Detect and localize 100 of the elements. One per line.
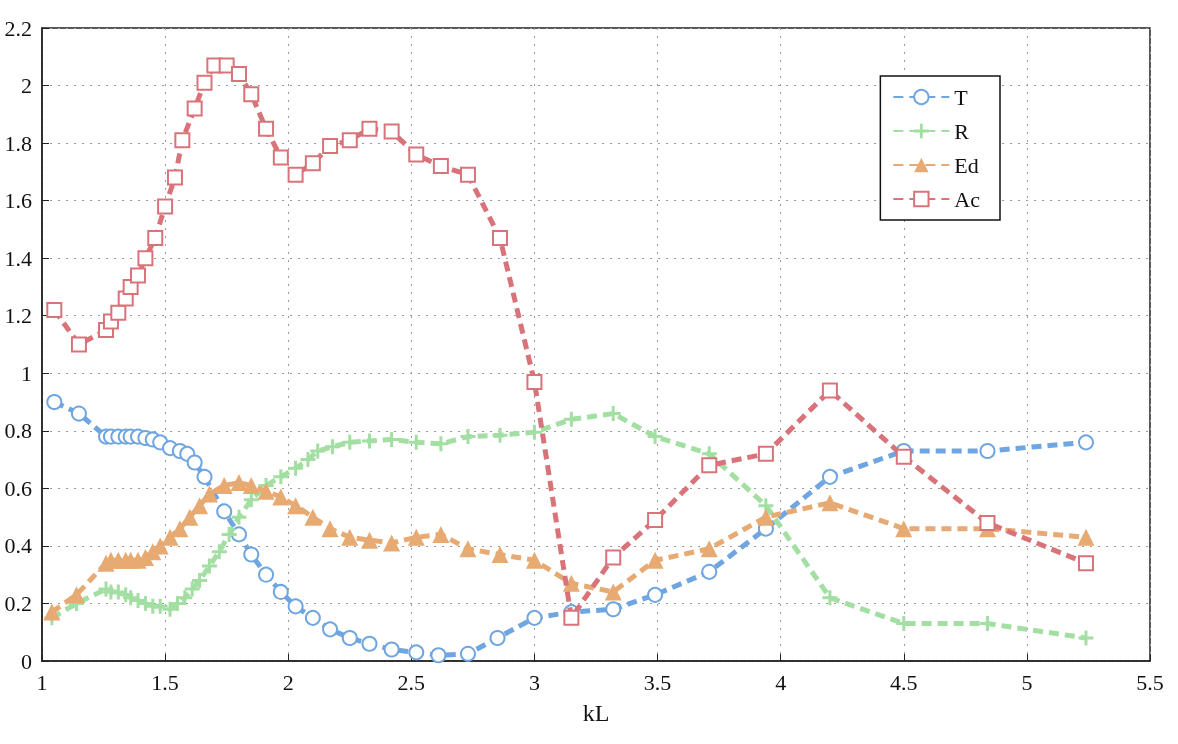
- point: [43, 603, 61, 621]
- point: [822, 590, 838, 606]
- point: [1077, 555, 1094, 572]
- point: [432, 525, 450, 543]
- y-tick-label: 1.2: [4, 303, 32, 329]
- point: [341, 629, 358, 646]
- point: [67, 586, 85, 604]
- legend-label: Ed: [954, 152, 979, 178]
- point: [341, 132, 358, 149]
- point: [701, 457, 718, 474]
- point: [147, 230, 164, 247]
- point: [647, 512, 664, 529]
- x-axis-title: kL: [582, 700, 610, 726]
- point: [408, 146, 425, 163]
- point: [174, 132, 191, 149]
- point: [137, 250, 154, 267]
- x-tick-label: 5.5: [1136, 669, 1164, 695]
- point: [304, 155, 321, 172]
- x-tick-label: 3.5: [643, 669, 672, 695]
- point: [341, 528, 359, 546]
- point: [258, 120, 275, 137]
- point: [130, 267, 147, 284]
- y-tick-label: 1.6: [4, 188, 32, 214]
- point: [605, 601, 622, 618]
- point: [211, 544, 227, 560]
- point: [161, 528, 179, 546]
- point: [272, 488, 290, 506]
- point: [201, 558, 217, 574]
- point: [459, 540, 477, 558]
- point: [184, 581, 200, 597]
- legend-label: Ac: [954, 186, 981, 212]
- point: [979, 442, 996, 459]
- point: [304, 508, 322, 526]
- point: [196, 468, 213, 485]
- point: [230, 66, 247, 83]
- y-tick-label: 0.6: [4, 475, 32, 501]
- point: [430, 647, 447, 664]
- point: [432, 158, 449, 175]
- point: [46, 301, 63, 318]
- point: [700, 540, 718, 558]
- point: [192, 572, 208, 588]
- point: [181, 508, 199, 526]
- point: [646, 551, 664, 569]
- point: [563, 411, 579, 427]
- point: [526, 424, 542, 440]
- point: [230, 474, 248, 492]
- point: [322, 137, 339, 154]
- point: [361, 120, 378, 137]
- point: [489, 629, 506, 646]
- legend-label: R: [954, 118, 970, 144]
- point: [287, 497, 305, 515]
- point: [304, 609, 321, 626]
- point: [525, 551, 543, 569]
- point: [605, 549, 622, 566]
- point: [221, 526, 237, 542]
- point: [46, 394, 63, 411]
- point: [166, 169, 183, 186]
- point: [408, 644, 425, 661]
- point: [563, 609, 580, 626]
- legend-label: T: [954, 84, 969, 110]
- point: [123, 590, 139, 606]
- point: [360, 531, 378, 549]
- point: [215, 476, 233, 494]
- point: [757, 445, 774, 462]
- point: [459, 166, 476, 183]
- y-tick-label: 0.8: [4, 418, 32, 444]
- point: [383, 123, 400, 140]
- point: [459, 645, 476, 662]
- point: [243, 86, 260, 103]
- x-tick-label: 2: [282, 669, 294, 695]
- point: [70, 405, 87, 422]
- point: [526, 373, 543, 390]
- y-tick-label: 1: [21, 360, 32, 386]
- point: [258, 566, 275, 583]
- point: [287, 166, 304, 183]
- point: [300, 452, 316, 468]
- point: [460, 429, 476, 445]
- point: [186, 100, 203, 117]
- x-tick-label: 5: [1021, 669, 1033, 695]
- point: [407, 528, 425, 546]
- point: [701, 563, 718, 580]
- point: [1078, 434, 1094, 451]
- point: [979, 514, 996, 531]
- point: [110, 304, 127, 321]
- point: [272, 149, 289, 166]
- point: [895, 448, 912, 465]
- point: [196, 74, 213, 91]
- point: [491, 230, 508, 247]
- point: [562, 574, 580, 592]
- y-tick-label: 0.4: [4, 533, 32, 559]
- point: [273, 469, 289, 485]
- point: [157, 198, 174, 215]
- point: [383, 641, 400, 658]
- point: [757, 508, 775, 526]
- point: [383, 534, 401, 552]
- point: [491, 546, 509, 564]
- y-tick-label: 2.2: [4, 15, 32, 41]
- y-tick-label: 0.2: [4, 590, 32, 616]
- point: [186, 454, 203, 471]
- point: [287, 598, 304, 615]
